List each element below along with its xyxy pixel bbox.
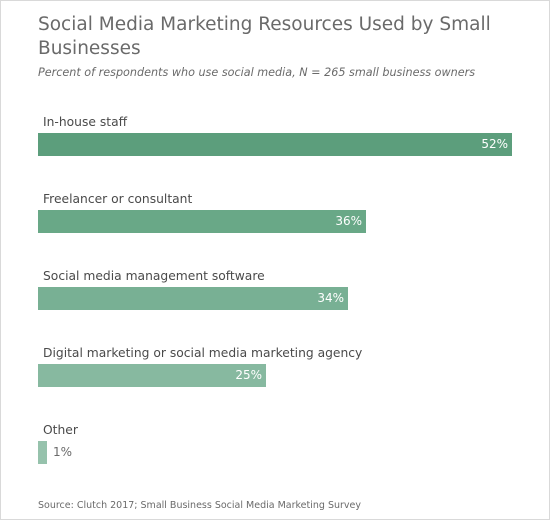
value-label: 1%	[53, 445, 73, 459]
bar	[38, 210, 366, 233]
category-label: Digital marketing or social media market…	[43, 346, 363, 360]
category-label: Social media management software	[43, 269, 265, 283]
value-label: 25%	[235, 368, 262, 382]
category-label: In-house staff	[43, 115, 128, 129]
chart-subtitle: Percent of respondents who use social me…	[38, 66, 476, 79]
value-label: 52%	[481, 137, 508, 151]
chart-title: Social Media Marketing Resources Used by…	[38, 14, 491, 59]
chart-source: Source: Clutch 2017; Small Business Soci…	[38, 500, 361, 511]
value-label: 36%	[335, 214, 362, 228]
category-label: Freelancer or consultant	[43, 192, 193, 206]
value-label: 34%	[317, 291, 344, 305]
category-label: Other	[43, 423, 78, 437]
bar	[38, 133, 512, 156]
bar	[38, 441, 47, 464]
bar	[38, 287, 348, 310]
bar	[38, 364, 266, 387]
